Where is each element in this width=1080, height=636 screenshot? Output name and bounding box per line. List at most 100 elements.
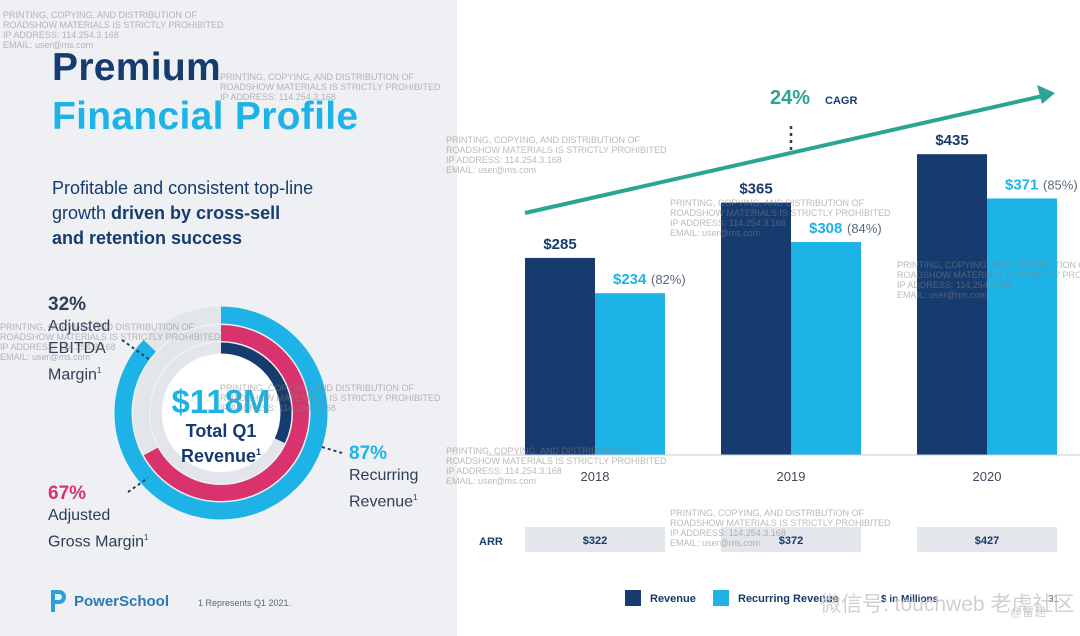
arr-cell-2020: [917, 527, 1057, 552]
watermark-block: PRINTING, COPYING, AND DISTRIBUTION OF R…: [220, 72, 441, 102]
wm-line3: IP ADDRESS: 114.254.3.168: [897, 280, 1013, 290]
wm-line1: PRINTING, COPYING, AND DISTRIBUTION OF: [220, 383, 415, 393]
recurring-bar-2018: [595, 293, 665, 455]
wm-line2: ROADSHOW MATERIALS IS STRICTLY PROHIBITE…: [897, 270, 1080, 280]
stat-gross: 67% Adjusted Gross Margin1: [48, 483, 148, 553]
recurring-pct-label-2019: (84%): [847, 221, 882, 236]
wm-line2: ROADSHOW MATERIALS IS STRICTLY PROHIBITE…: [670, 518, 891, 528]
wm-line1: PRINTING, COPYING, AND DISTRIBUTION OF: [446, 446, 641, 456]
gross-l2: Gross Margin: [48, 533, 145, 551]
wm-line4: EMAIL: user@ms.com: [446, 165, 537, 175]
watermark-block: PRINTING, COPYING, AND DISTRIBUTION OF R…: [3, 10, 224, 50]
arr-cell-2019: [721, 527, 861, 552]
wm-line1: PRINTING, COPYING, AND DISTRIBUTION OF: [3, 10, 198, 20]
recurring-leader: [321, 446, 343, 454]
watermark-block: PRINTING, COPYING, AND DISTRIBUTION OF R…: [446, 446, 667, 486]
watermark-block: PRINTING, COPYING, AND DISTRIBUTION OF R…: [670, 198, 891, 238]
wm-line2: ROADSHOW MATERIALS IS STRICTLY PROHIBITE…: [220, 393, 441, 403]
revenue-bar-2019: [721, 202, 791, 455]
watermark-block: PRINTING, COPYING, AND DISTRIBUTION OF R…: [0, 322, 221, 362]
gross-sup: 1: [144, 533, 149, 542]
bar-chart: $285 $234 (82%) 2018 $365 $308 (84%) 2019 $435 $3…: [479, 85, 1080, 606]
wm-line1: PRINTING, COPYING, AND DISTRIBUTION OF: [897, 260, 1080, 270]
cagr-label: CAGR: [825, 95, 857, 107]
cagr-arrow-line: [524, 93, 1048, 215]
wm-line4: EMAIL: user@ms.com: [3, 40, 94, 50]
powerschool-logo: PowerSchool: [48, 588, 169, 614]
powerschool-logo-icon: [51, 590, 66, 612]
watermark-block: PRINTING, COPYING, AND DISTRIBUTION OF R…: [897, 260, 1080, 300]
wm-line4: EMAIL: user@ms.com: [897, 290, 988, 300]
total-revenue-label2: Revenue: [180, 446, 257, 466]
wm-line3: IP ADDRESS: 114.254.3.168: [670, 218, 786, 228]
wm-line3: IP ADDRESS: 114.254.3.168: [3, 30, 119, 40]
gross-pct: 67%: [48, 483, 87, 504]
arr-value-2020: $427: [975, 535, 999, 547]
wm-line2: ROADSHOW MATERIALS IS STRICTLY PROHIBITE…: [220, 82, 441, 92]
arr-value-2019: $372: [779, 535, 803, 547]
total-revenue-value: $118M: [171, 383, 271, 420]
wm-line1: PRINTING, COPYING, AND DISTRIBUTION OF: [670, 508, 865, 518]
x-tick-2018: 2018: [581, 469, 610, 484]
revenue-bar-2020: [917, 154, 987, 455]
recurring-sup: 1: [413, 493, 418, 502]
gross-ring: [133, 325, 309, 501]
wm-line2: ROADSHOW MATERIALS IS STRICTLY PROHIBITE…: [446, 145, 667, 155]
wm-line3: IP ADDRESS: 114.254.3.168: [446, 466, 562, 476]
recurring-label-2020: $371: [1005, 176, 1038, 193]
ebitda-l2: EBITDA: [48, 340, 106, 357]
wm-line2: ROADSHOW MATERIALS IS STRICTLY PROHIBITE…: [446, 456, 667, 466]
recurring-bar-2019: [791, 242, 861, 455]
recurring-ring: [114, 306, 328, 520]
wm-line3: IP ADDRESS: 114.254.3.168: [670, 528, 786, 538]
arr-label: ARR: [479, 536, 503, 548]
revenue-label-2019: $365: [739, 181, 772, 198]
donut-chart: [114, 306, 343, 520]
legend-revenue-swatch: [625, 590, 641, 606]
logo-text: PowerSchool: [74, 592, 170, 610]
donut-center: $118M Total Q1 Revenue1: [162, 383, 280, 467]
page-number: 31: [1048, 594, 1060, 605]
footnote: 1 Represents Q1 2021.: [198, 598, 292, 608]
subtitle-line3: and retention success: [52, 228, 243, 248]
ebitda-l3: Margin: [48, 366, 97, 384]
recurring-bar-2020: [987, 198, 1057, 455]
wm-line3: IP ADDRESS: 114.254.3.168: [220, 92, 336, 102]
x-tick-2020: 2020: [973, 469, 1002, 484]
stat-ebitda: 32% Adjusted EBITDA Margin1: [48, 294, 110, 386]
ebitda-l1: Adjusted: [48, 318, 111, 335]
wm-line4: EMAIL: user@ms.com: [670, 538, 761, 548]
watermark-block: PRINTING, COPYING, AND DISTRIBUTION OF R…: [670, 508, 891, 548]
gross-leader: [127, 477, 149, 493]
subtitle: Profitable and consistent top-line growt…: [52, 176, 313, 251]
watermark-block: PRINTING, COPYING, AND DISTRIBUTION OF R…: [220, 383, 441, 413]
subtitle-line2-bold: driven by cross-sell: [111, 203, 281, 223]
recurring-pct-label-2018: (82%): [651, 272, 686, 287]
total-revenue-sup: 1: [256, 447, 262, 457]
ebitda-pct: 32%: [48, 294, 87, 315]
units-note: $ in Millions: [881, 594, 939, 605]
wm-line4: EMAIL: user@ms.com: [670, 228, 761, 238]
recurring-l2: Revenue: [349, 493, 414, 511]
wm-line1: PRINTING, COPYING, AND DISTRIBUTION OF: [446, 135, 641, 145]
legend-recurring-label: Recurring Revenue: [738, 593, 839, 605]
overlay-watermark: 微信号: touchweb 老虎社区: [820, 593, 1075, 616]
subtitle-line2-plain: growth: [52, 203, 112, 223]
recurring-pct-label-2020: (85%): [1043, 177, 1078, 192]
title-line1: Premium: [52, 46, 221, 89]
wm-line3: IP ADDRESS: 114.254.3.168: [446, 155, 562, 165]
recurring-l1: Recurring: [349, 467, 419, 484]
title-line2: Financial Profile: [52, 95, 359, 138]
ebitda-sup: 1: [96, 366, 102, 375]
wm-line1: PRINTING, COPYING, AND DISTRIBUTION OF: [670, 198, 865, 208]
donut-hole: [162, 354, 280, 472]
recurring-label-2018: $234: [613, 271, 647, 288]
wm-line1: PRINTING, COPYING, AND DISTRIBUTION OF: [220, 72, 415, 82]
wm-line3: IP ADDRESS: 114.254.3.168: [0, 342, 116, 352]
cagr-value: 24%: [770, 87, 810, 109]
revenue-bar-2018: [525, 257, 595, 455]
revenue-label-2018: $285: [543, 236, 576, 253]
wm-line2: ROADSHOW MATERIALS IS STRICTLY PROHIBITE…: [670, 208, 891, 218]
right-panel: $285 $234 (82%) 2018 $365 $308 (84%) 2019 $435 $3…: [457, 0, 1080, 636]
recurring-label-2019: $308: [809, 220, 842, 237]
